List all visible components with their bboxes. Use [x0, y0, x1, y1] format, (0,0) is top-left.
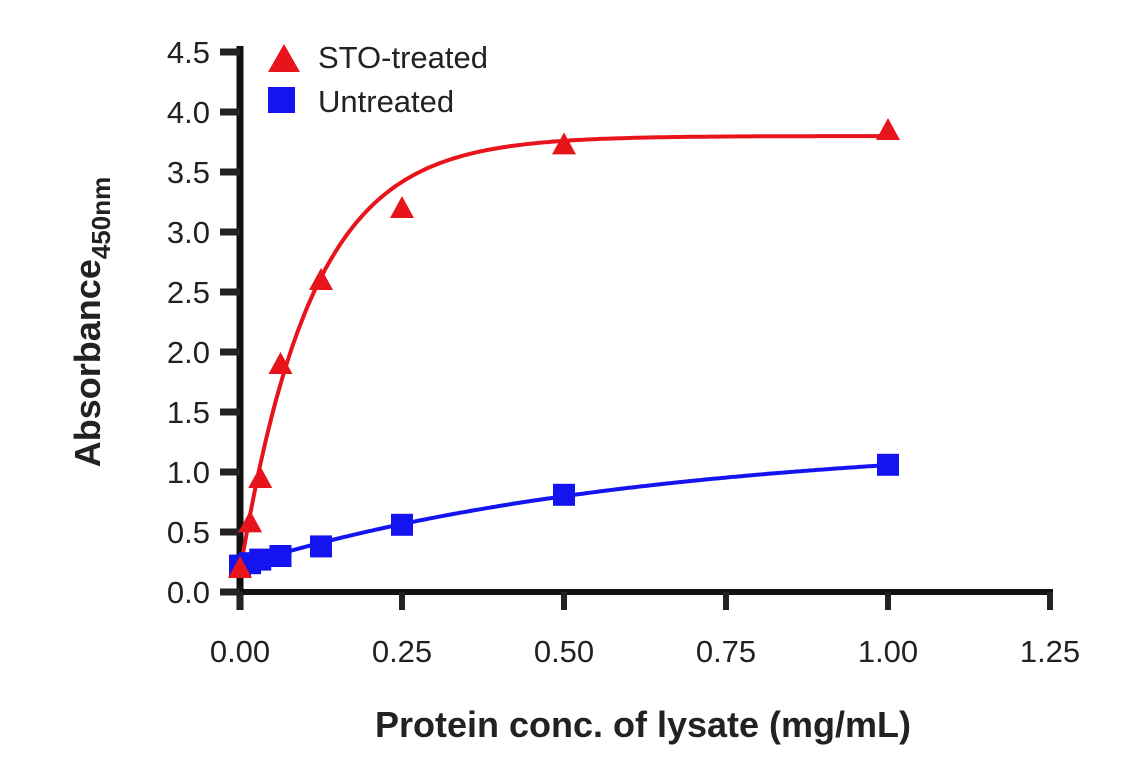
y-tick-label: 4.0: [167, 95, 210, 130]
legend-label-untreated: Untreated: [318, 84, 454, 119]
x-axis-title: Protein conc. of lysate (mg/mL): [375, 704, 911, 745]
data-point-untreated: [877, 453, 899, 476]
data-point-untreated: [553, 483, 575, 506]
y-tick-label: 1.5: [167, 395, 210, 430]
data-point-sto-treated: [390, 196, 414, 218]
y-tick-label: 1.0: [167, 455, 210, 490]
fit-curve-untreated: [239, 463, 889, 568]
data-point-sto-treated: [268, 352, 293, 374]
legend-marker-untreated: [268, 87, 295, 113]
x-tick-label: 0.00: [210, 634, 270, 669]
data-point-untreated: [310, 535, 332, 558]
data-point-untreated: [269, 545, 292, 567]
x-tick-label: 1.00: [858, 634, 918, 669]
y-axis-title: Absorbance450nm: [67, 177, 116, 467]
x-tick-label: 0.25: [372, 634, 432, 669]
data-point-sto-treated: [876, 118, 900, 140]
x-tick-label: 1.25: [1020, 634, 1080, 669]
y-tick-label: 2.5: [167, 275, 210, 310]
legend-marker-sto-treated: [268, 44, 300, 72]
x-tick-label: 0.75: [696, 634, 756, 669]
data-markers: [228, 118, 900, 578]
legend: STO-treated Untreated: [268, 40, 488, 119]
y-tick-label: 0.5: [167, 515, 210, 550]
y-tick-label: 4.5: [167, 35, 210, 70]
x-tick-label: 0.50: [534, 634, 594, 669]
data-point-untreated: [249, 548, 272, 571]
svg-text:Absorbance450nm: Absorbance450nm: [67, 177, 116, 467]
fit-curves: [238, 134, 889, 572]
data-point-sto-treated: [228, 556, 252, 578]
y-axis-title-main: Absorbance: [67, 259, 108, 467]
y-tick-label: 2.0: [167, 335, 210, 370]
legend-label-sto-treated: STO-treated: [318, 40, 488, 75]
y-tick-label: 3.5: [167, 155, 210, 190]
data-point-sto-treated: [309, 268, 333, 290]
axes: 0.0 0.5 1.0 1.5 2.0 2.5 3.0 3.5 4.0 4.5 0.00 0.25 0.…: [167, 35, 1080, 669]
data-point-sto-treated: [248, 466, 273, 488]
fit-curve-sto-treated: [238, 134, 888, 572]
y-axis-title-subscript: 450nm: [86, 177, 116, 259]
data-point-sto-treated: [552, 132, 576, 155]
y-tick-label: 3.0: [167, 215, 210, 250]
data-point-sto-treated: [238, 510, 263, 533]
y-tick-label: 0.0: [167, 575, 210, 610]
data-point-untreated: [391, 513, 413, 536]
